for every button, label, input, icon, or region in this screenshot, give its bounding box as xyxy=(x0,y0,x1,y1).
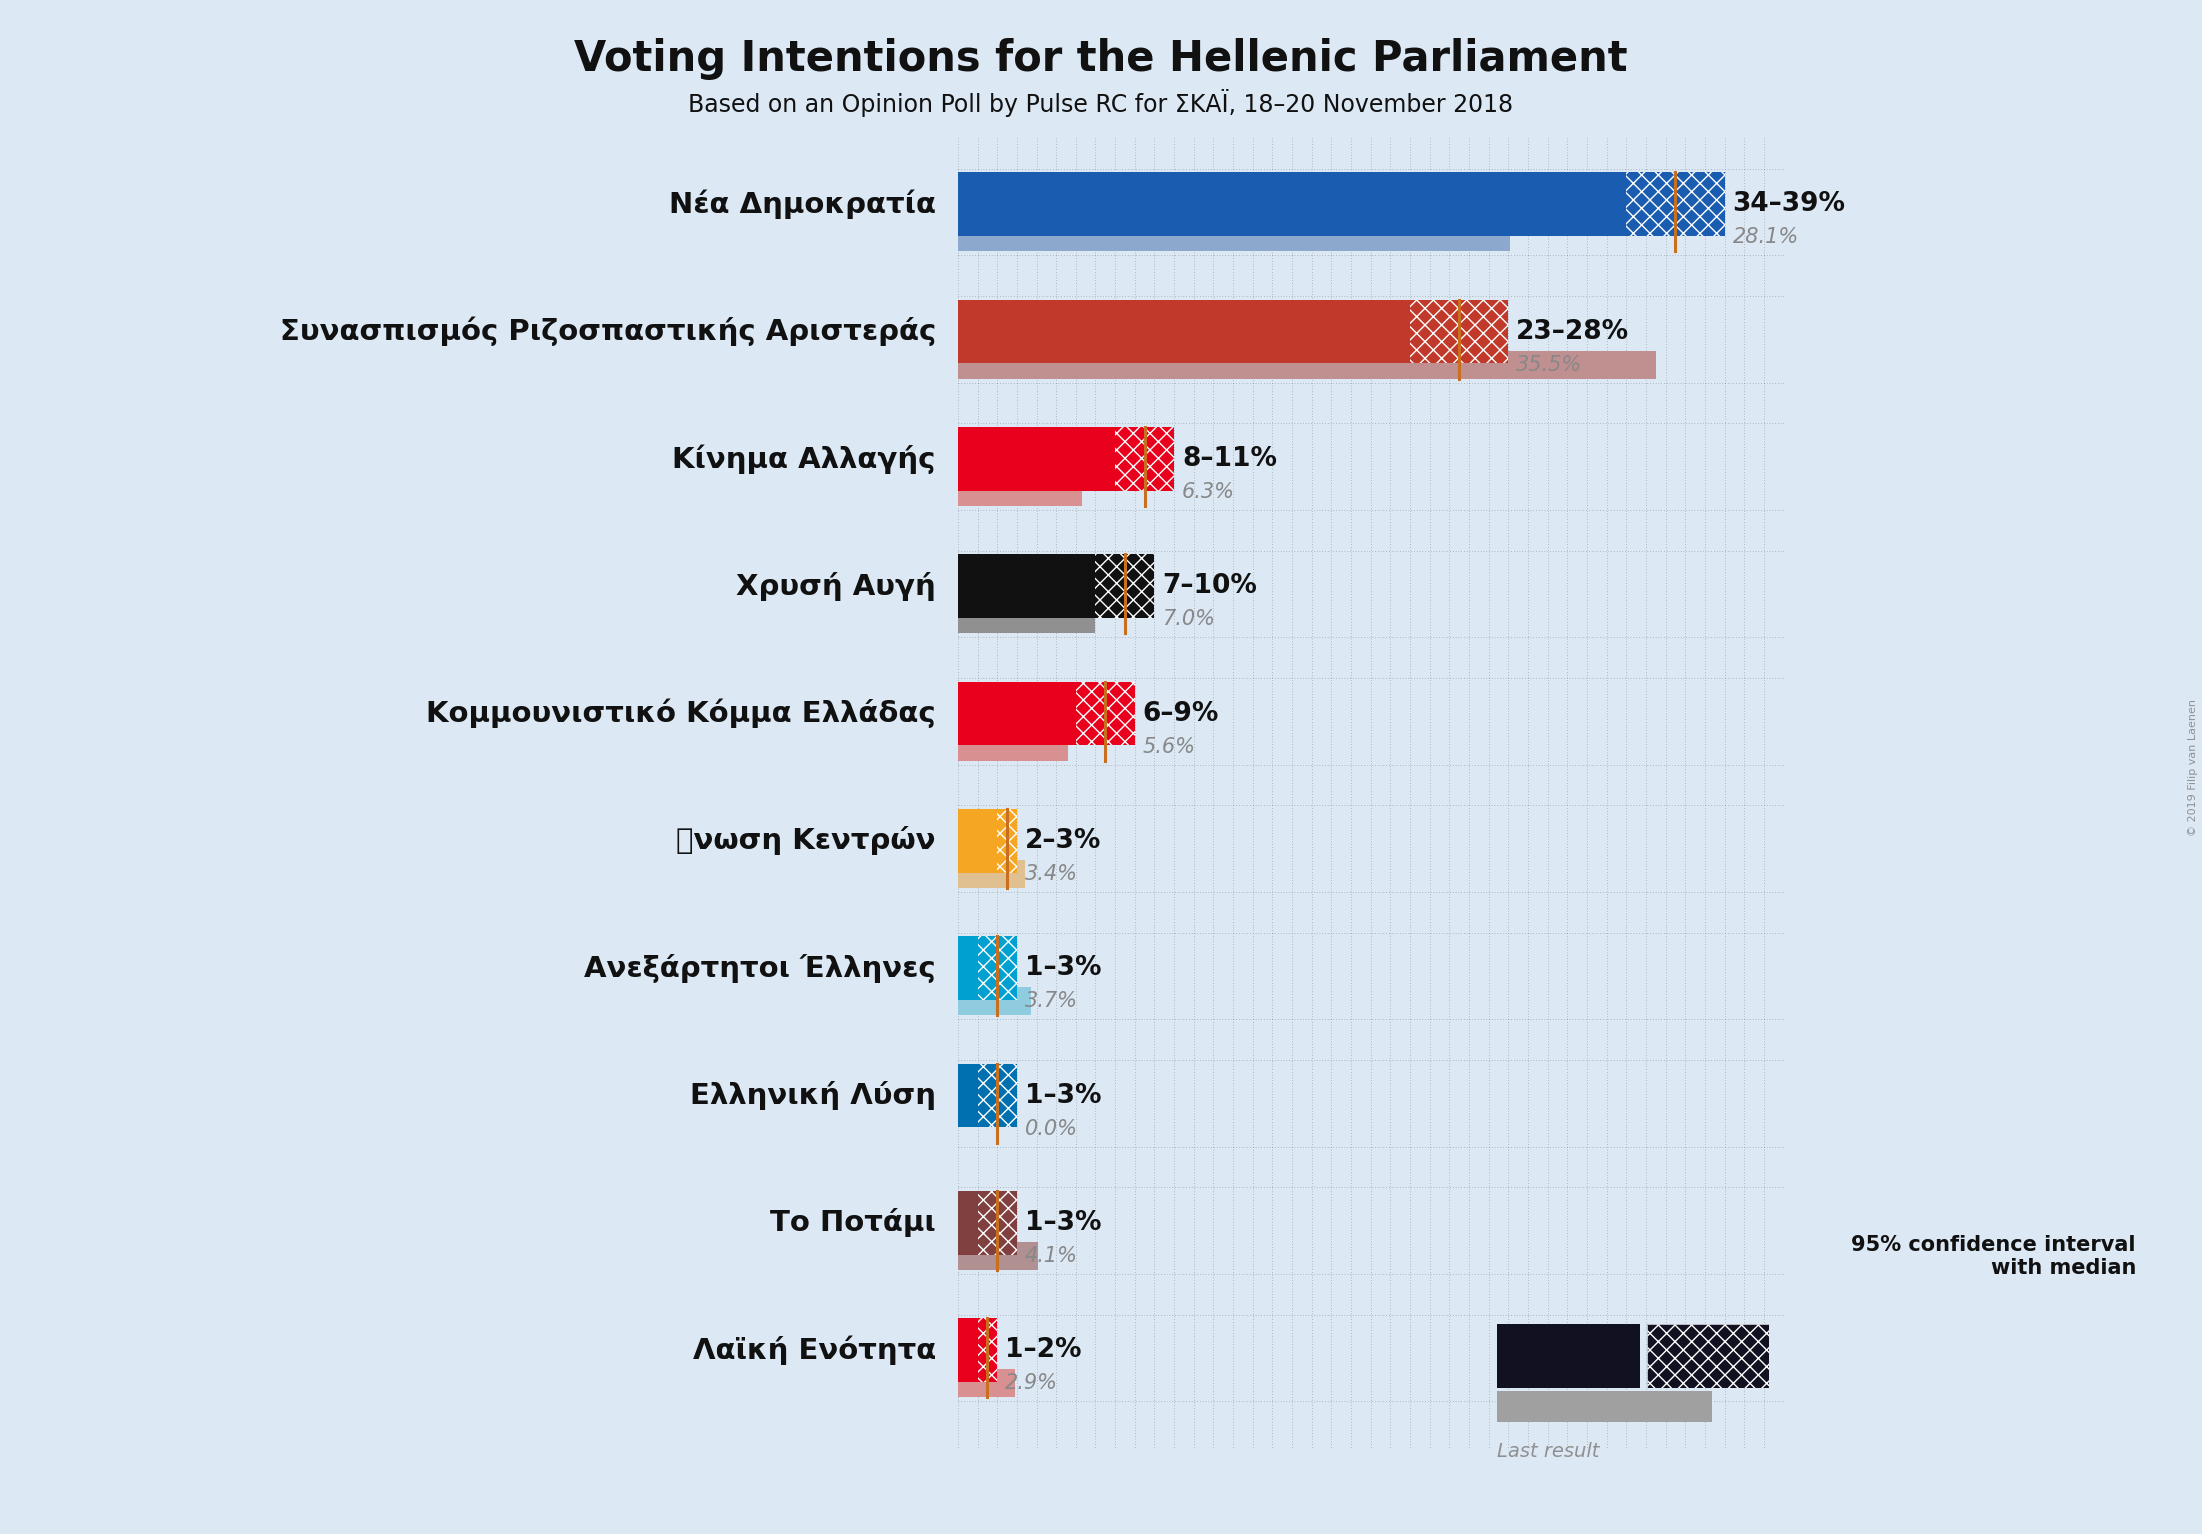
Text: 7–10%: 7–10% xyxy=(1163,574,1257,600)
Bar xyxy=(958,733,1068,761)
Bar xyxy=(1114,426,1174,491)
Text: 23–28%: 23–28% xyxy=(1517,319,1629,345)
Bar xyxy=(958,1370,1015,1397)
Text: 95% confidence interval
with median: 95% confidence interval with median xyxy=(1852,1235,2136,1278)
Text: Νέα Δημοκρατία: Νέα Δημοκρατία xyxy=(669,190,936,219)
Text: 8–11%: 8–11% xyxy=(1182,446,1277,472)
Bar xyxy=(958,861,1024,888)
Bar xyxy=(958,224,1511,252)
Bar xyxy=(978,1063,1017,1127)
Text: 5.6%: 5.6% xyxy=(1143,736,1196,756)
Bar xyxy=(1077,681,1134,746)
Text: Ελληνική Λύση: Ελληνική Λύση xyxy=(689,1081,936,1111)
Text: Λαϊκή Ενότητα: Λαϊκή Ενότητα xyxy=(694,1336,936,1365)
Text: 6–9%: 6–9% xyxy=(1143,701,1220,727)
Bar xyxy=(958,1318,978,1382)
Text: © 2019 Filip van Laenen: © 2019 Filip van Laenen xyxy=(2187,698,2198,836)
Bar xyxy=(978,936,1017,1000)
Bar xyxy=(998,808,1017,873)
Bar xyxy=(1627,172,1724,236)
Text: 1–2%: 1–2% xyxy=(1004,1338,1081,1364)
Bar xyxy=(978,1190,1017,1255)
Bar xyxy=(958,988,1031,1016)
Text: 1–3%: 1–3% xyxy=(1024,956,1101,982)
Text: 2.9%: 2.9% xyxy=(1004,1373,1057,1393)
Text: 1–3%: 1–3% xyxy=(1024,1083,1101,1109)
Text: Based on an Opinion Poll by Pulse RC for ΣΚΑΪ, 18–20 November 2018: Based on an Opinion Poll by Pulse RC for… xyxy=(689,89,1513,117)
Bar xyxy=(1409,299,1508,364)
Bar xyxy=(1094,554,1154,618)
Text: Last result: Last result xyxy=(1497,1442,1599,1460)
Bar xyxy=(958,808,998,873)
Text: 3.7%: 3.7% xyxy=(1024,991,1077,1011)
Text: 7.0%: 7.0% xyxy=(1163,609,1216,629)
Bar xyxy=(958,606,1094,634)
Text: Κίνημα Αλλαγής: Κίνημα Αλλαγής xyxy=(672,445,936,474)
Text: 2–3%: 2–3% xyxy=(1024,828,1101,854)
Text: Voting Intentions for the Hellenic Parliament: Voting Intentions for the Hellenic Parli… xyxy=(575,38,1627,80)
Text: 35.5%: 35.5% xyxy=(1517,354,1583,374)
Bar xyxy=(958,936,978,1000)
Text: Κομμουνιστικό Κόμμα Ελλάδας: Κομμουνιστικό Κόμμα Ελλάδας xyxy=(427,700,936,729)
Bar xyxy=(958,351,1656,379)
Text: Συνασπισμός Ριζοσπαστικής Αριστεράς: Συνασπισμός Ριζοσπαστικής Αριστεράς xyxy=(280,318,936,347)
Text: ΍νωση Κεντρών: ΍νωση Κεντρών xyxy=(676,827,936,856)
Text: Το Ποτάμι: Το Ποτάμι xyxy=(771,1209,936,1238)
Text: Χρυσή Αυγή: Χρυσή Αυγή xyxy=(735,572,936,601)
Text: Ανεξάρτητοι Έλληνες: Ανεξάρτητοι Έλληνες xyxy=(584,954,936,983)
Bar xyxy=(978,1318,998,1382)
Bar xyxy=(958,1063,978,1127)
Text: 1–3%: 1–3% xyxy=(1024,1210,1101,1236)
Text: 4.1%: 4.1% xyxy=(1024,1246,1077,1266)
Bar xyxy=(958,1243,1039,1270)
Text: 6.3%: 6.3% xyxy=(1182,482,1235,502)
Text: 0.0%: 0.0% xyxy=(1024,1118,1077,1138)
Text: 3.4%: 3.4% xyxy=(1024,864,1077,884)
Text: 28.1%: 28.1% xyxy=(1733,227,1799,247)
Bar xyxy=(958,479,1081,506)
Bar xyxy=(958,299,1409,364)
Bar xyxy=(958,1190,978,1255)
Bar xyxy=(958,426,1114,491)
Bar xyxy=(958,554,1094,618)
Text: 34–39%: 34–39% xyxy=(1733,192,1845,218)
Bar xyxy=(958,172,1627,236)
Bar xyxy=(958,681,1077,746)
